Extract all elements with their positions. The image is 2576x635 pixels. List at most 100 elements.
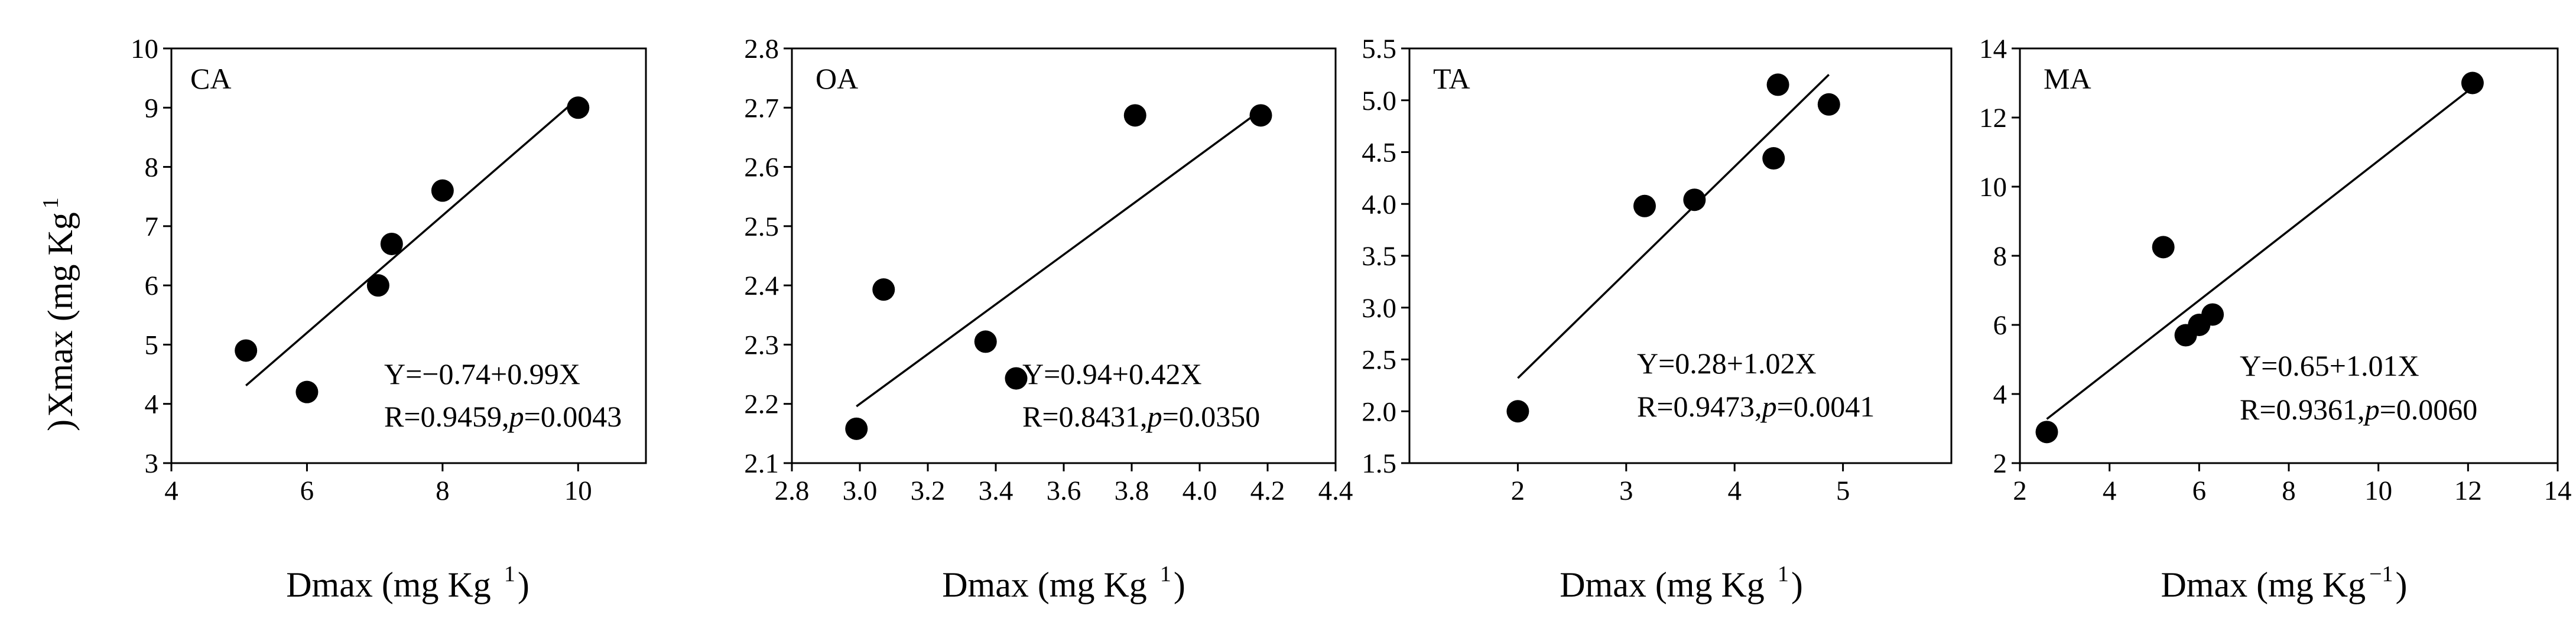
panel-oa-x-title: Dmax (mg Kg 1): [942, 562, 1185, 604]
panel-ca-frame: [170, 47, 647, 464]
panel-oa-x-tick-label: 3.4: [979, 476, 1013, 506]
panel-ca-point: [380, 232, 403, 255]
y-axis-title-text: Xmax (mg Kg: [41, 212, 80, 417]
panel-oa-x-title-text: Dmax (mg Kg: [942, 565, 1147, 604]
panel-ma-x-ticks: 2 4 6 8 10 12 14: [2013, 463, 2572, 506]
panel-ca-point: [567, 96, 590, 119]
panel-ca-x-title-text: Dmax (mg Kg: [286, 565, 491, 604]
panel-oa-x-tick-label: 4.0: [1183, 476, 1217, 506]
panel-ma-point: [2201, 303, 2224, 326]
panel-ta-point: [1766, 73, 1789, 96]
panel-ca-y-tick-label: 3: [145, 448, 159, 479]
panel-ta-stats: R=0.9473,p=0.0041: [1637, 390, 1875, 423]
panel-ta-x-title: Dmax (mg Kg 1): [1560, 562, 1803, 604]
panel-ca-x-tick-label: 4: [164, 476, 178, 506]
panel-oa-y-tick-label: 2.6: [744, 152, 779, 183]
panel-ta-frame: [1408, 47, 1953, 464]
y-axis-title-close: ): [41, 419, 80, 431]
panel-oa-x-tick-label: 3.0: [843, 476, 878, 506]
panel-ca-x-ticks: 4 6 8 10: [164, 463, 592, 506]
panel-oa-y-tick-label: 2.7: [744, 93, 779, 123]
panel-oa-x-tick-label: 4.2: [1250, 476, 1285, 506]
panel-ma-fit-line: [2046, 86, 2473, 420]
panel-oa-point: [845, 417, 868, 440]
panel-ta-y-tick-label: 1.5: [1362, 448, 1396, 479]
panel-oa-point: [1005, 367, 1028, 390]
panel-ta-point: [1506, 400, 1529, 423]
panel-oa-y-tick-label: 2.5: [744, 211, 779, 242]
panel-oa-y-tick-label: 2.2: [744, 389, 779, 420]
panel-ma-x-tick-label: 14: [2544, 476, 2572, 506]
panel-ta: 1.5 2.0 2.5 3.0 3.5 4.0 4.5 5.0 5.5 2 3 4 5 TA Y=0.…: [1362, 34, 1953, 604]
panel-ca-equation: Y=−0.74+0.99X: [384, 357, 580, 390]
panel-ta-equation: Y=0.28+1.02X: [1637, 347, 1817, 380]
panel-ma-x-tick-label: 6: [2192, 476, 2207, 506]
panel-oa-x-tick-label: 2.8: [775, 476, 810, 506]
panel-ca-x-tick-label: 6: [300, 476, 314, 506]
panel-ma-p-value: =0.0060: [2380, 393, 2478, 426]
panel-oa-p-value: =0.0350: [1162, 400, 1261, 433]
svg-text:Xmax (mg Kg1: Xmax (mg Kg 1: [38, 197, 80, 417]
panel-ma-y-tick-label: 14: [1979, 34, 2007, 64]
panel-oa-y-tick-label: 2.4: [744, 271, 779, 301]
panel-ca-point: [295, 380, 319, 403]
panel-oa-equation: Y=0.94+0.42X: [1022, 357, 1202, 390]
panel-oa-points: [845, 104, 1272, 440]
panel-ma-x-tick-label: 8: [2282, 476, 2296, 506]
panel-ma-x-tick-label: 10: [2364, 476, 2392, 506]
panel-oa-x-tick-label: 3.6: [1047, 476, 1081, 506]
panel-ta-x-tick-label: 5: [1836, 476, 1850, 506]
panel-ta-x-title-sup: 1: [1778, 562, 1789, 587]
panel-ta-y-tick-label: 2.0: [1362, 396, 1396, 427]
panel-ta-p-symbol: p: [1760, 390, 1777, 423]
panel-ma-point: [2035, 421, 2058, 444]
panel-ta-x-tick-label: 2: [1511, 476, 1525, 506]
panel-ca-p-symbol: p: [508, 400, 524, 433]
panel-ta-points: [1506, 73, 1840, 423]
panel-ta-point: [1683, 188, 1706, 211]
panel-oa-point: [1249, 104, 1272, 127]
y-axis-title: Xmax (mg Kg 1 ): [38, 197, 80, 431]
panel-ta-y-tick-label: 3.5: [1362, 241, 1396, 272]
panel-oa-y-tick-label: 2.1: [744, 448, 779, 479]
panel-ma-y-tick-label: 8: [1993, 241, 2007, 272]
panel-ca-y-tick-label: 7: [145, 211, 159, 242]
panel-ma-x-tick-label: 2: [2013, 476, 2027, 506]
panel-ca-points: [235, 96, 590, 403]
panel-ta-x-tick-label: 3: [1619, 476, 1633, 506]
panel-ta-point: [1817, 93, 1840, 116]
panel-oa-y-tick-label: 2.3: [744, 330, 779, 360]
panel-ma-equation: Y=0.65+1.01X: [2240, 349, 2419, 382]
panel-ma-point: [2461, 71, 2484, 95]
panel-ca-label: CA: [190, 62, 231, 95]
panel-ta-point: [1633, 194, 1656, 217]
panel-ca-x-title-sup: 1: [504, 562, 515, 587]
panel-oa-point: [1123, 104, 1146, 127]
panel-ma-y-tick-label: 10: [1979, 172, 2007, 203]
panel-oa-x-title-sup: 1: [1160, 562, 1171, 587]
panel-ma-x-tick-label: 4: [2103, 476, 2117, 506]
panel-ta-y-tick-label: 2.5: [1362, 345, 1396, 376]
panel-ma-x-tick-label: 12: [2454, 476, 2482, 506]
panel-ta-fit-line: [1517, 74, 1830, 379]
panel-ma-label: MA: [2044, 62, 2091, 95]
panel-ma-y-ticks: 2 4 6 8 10 12 14: [1979, 34, 2020, 479]
panel-ca-r-value: R=0.9459,: [384, 400, 509, 433]
panel-ma-points: [2035, 71, 2484, 444]
panel-ca-point: [366, 274, 389, 297]
panel-ta-p-value: =0.0041: [1777, 390, 1875, 423]
panel-ma-point: [2152, 236, 2175, 259]
panel-ma-frame: [2019, 47, 2559, 464]
panel-oa-point: [974, 330, 997, 353]
panel-ta-y-tick-label: 3.0: [1362, 293, 1396, 324]
panel-ca-x-tick-label: 8: [436, 476, 450, 506]
panel-ca-y-tick-label: 4: [145, 389, 159, 420]
panel-oa: 2.1 2.2 2.3 2.4 2.5 2.6 2.7 2.8 2.8 3.0 3.2 3.4 3.6…: [744, 34, 1353, 604]
panel-ca-y-tick-label: 8: [145, 152, 159, 183]
panel-ma-y-tick-label: 4: [1993, 379, 2007, 410]
panel-oa-stats: R=0.8431,p=0.0350: [1022, 400, 1260, 433]
panel-ca-point: [235, 339, 258, 362]
panel-ma-p-symbol: p: [2363, 393, 2380, 426]
panel-ma: 2 4 6 8 10 12 14 2 4 6 8 10 12 14 MA Y=0.65+1.01X R=…: [1979, 34, 2572, 604]
